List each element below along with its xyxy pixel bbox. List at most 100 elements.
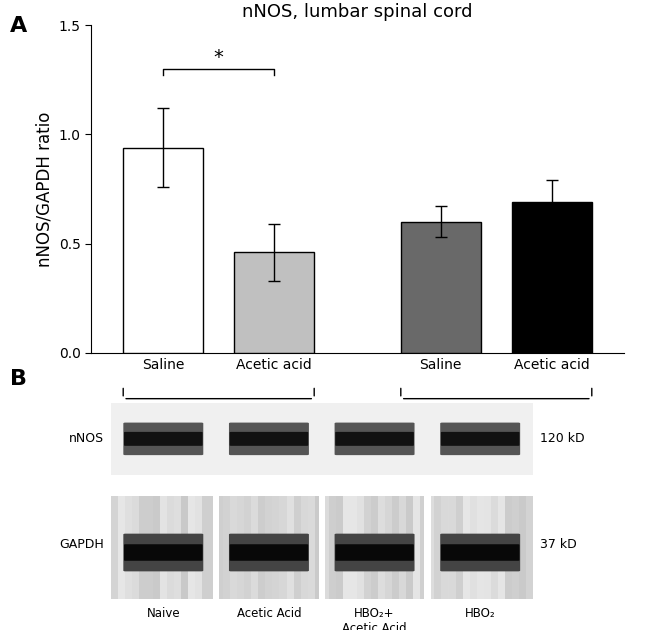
Bar: [357, 496, 364, 599]
Bar: [392, 496, 399, 599]
Bar: [237, 496, 244, 599]
Bar: [125, 496, 131, 599]
FancyBboxPatch shape: [124, 423, 203, 455]
FancyBboxPatch shape: [124, 432, 203, 446]
Bar: [519, 496, 526, 599]
Bar: [307, 496, 315, 599]
Bar: [343, 496, 350, 599]
Bar: [441, 496, 448, 599]
Bar: [371, 496, 378, 599]
Bar: [484, 496, 491, 599]
Bar: [318, 496, 325, 599]
Bar: [265, 496, 272, 599]
Text: Naive: Naive: [146, 607, 180, 620]
Bar: [476, 496, 484, 599]
Bar: [118, 496, 125, 599]
Bar: [469, 496, 476, 599]
Bar: [111, 403, 533, 475]
Bar: [406, 496, 413, 599]
Bar: [421, 496, 428, 599]
Bar: [259, 496, 265, 599]
Bar: [399, 496, 406, 599]
Bar: [329, 496, 336, 599]
Text: 120 kD: 120 kD: [540, 432, 584, 445]
Text: HBO₂+
Acetic Acid: HBO₂+ Acetic Acid: [343, 607, 407, 630]
Text: A: A: [10, 16, 27, 36]
Text: nNOS: nNOS: [69, 432, 104, 445]
Bar: [413, 496, 421, 599]
Text: Room Air: Room Air: [187, 412, 250, 426]
Bar: [213, 496, 220, 599]
Bar: [385, 496, 392, 599]
Bar: [272, 496, 280, 599]
Title: nNOS, lumbar spinal cord: nNOS, lumbar spinal cord: [242, 3, 473, 21]
Bar: [195, 496, 202, 599]
FancyBboxPatch shape: [441, 432, 519, 446]
Bar: [463, 496, 469, 599]
Bar: [322, 496, 329, 599]
Bar: [434, 496, 441, 599]
Y-axis label: nNOS/GAPDH ratio: nNOS/GAPDH ratio: [35, 112, 53, 266]
Bar: [336, 496, 343, 599]
FancyBboxPatch shape: [124, 544, 203, 561]
Bar: [512, 202, 592, 353]
Bar: [111, 496, 118, 599]
FancyBboxPatch shape: [335, 432, 414, 446]
Bar: [244, 496, 252, 599]
Bar: [223, 496, 230, 599]
Bar: [315, 496, 322, 599]
Bar: [498, 496, 505, 599]
Text: HBO₂: HBO₂: [478, 412, 514, 426]
Bar: [153, 496, 160, 599]
Bar: [160, 496, 167, 599]
Bar: [350, 496, 357, 599]
Text: HBO₂: HBO₂: [465, 607, 495, 620]
Bar: [216, 496, 223, 599]
Bar: [138, 496, 146, 599]
Text: GAPDH: GAPDH: [59, 538, 104, 551]
FancyBboxPatch shape: [441, 544, 519, 561]
Bar: [131, 496, 138, 599]
Bar: [505, 496, 512, 599]
Bar: [146, 496, 153, 599]
Bar: [202, 496, 209, 599]
Bar: [294, 496, 300, 599]
Bar: [167, 496, 174, 599]
Bar: [448, 496, 456, 599]
FancyBboxPatch shape: [229, 544, 308, 561]
Bar: [209, 496, 216, 599]
Bar: [378, 496, 385, 599]
Bar: [401, 222, 481, 353]
Text: 37 kD: 37 kD: [540, 538, 577, 551]
Bar: [111, 496, 533, 599]
FancyBboxPatch shape: [440, 534, 520, 571]
Bar: [300, 496, 307, 599]
FancyBboxPatch shape: [440, 423, 520, 455]
FancyBboxPatch shape: [335, 544, 414, 561]
FancyBboxPatch shape: [229, 423, 309, 455]
Text: *: *: [214, 48, 224, 67]
Text: B: B: [10, 369, 27, 389]
Bar: [188, 496, 195, 599]
Bar: [364, 496, 371, 599]
FancyBboxPatch shape: [229, 432, 308, 446]
FancyBboxPatch shape: [335, 534, 415, 571]
Text: Acetic Acid: Acetic Acid: [237, 607, 301, 620]
Bar: [526, 496, 533, 599]
Bar: [491, 496, 498, 599]
Bar: [287, 496, 294, 599]
Bar: [424, 496, 430, 599]
FancyBboxPatch shape: [335, 423, 415, 455]
Bar: [428, 496, 434, 599]
Bar: [124, 147, 203, 353]
FancyBboxPatch shape: [124, 534, 203, 571]
Bar: [252, 496, 258, 599]
Bar: [512, 496, 519, 599]
Bar: [456, 496, 463, 599]
Bar: [181, 496, 188, 599]
Bar: [174, 496, 181, 599]
FancyBboxPatch shape: [229, 534, 309, 571]
Bar: [230, 496, 237, 599]
Bar: [280, 496, 287, 599]
Bar: [234, 253, 314, 353]
